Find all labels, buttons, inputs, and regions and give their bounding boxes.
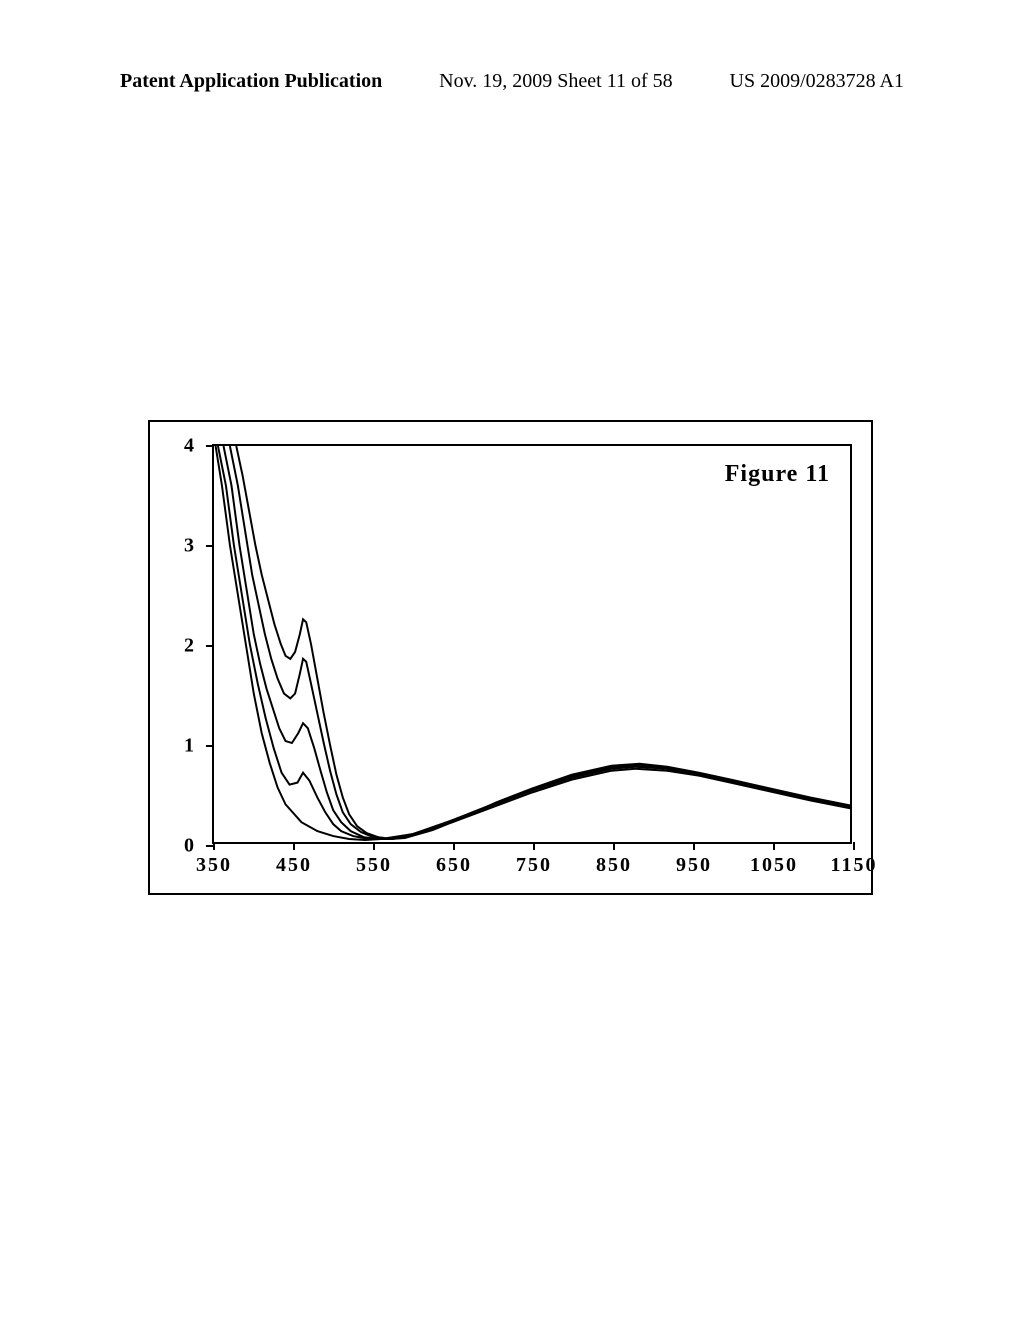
x-tick — [293, 842, 295, 850]
chart-outer-frame: Figure 11 012343504505506507508509501050… — [148, 420, 873, 895]
series-curve5 — [236, 446, 850, 839]
x-tick — [773, 842, 775, 850]
y-tick-label: 3 — [184, 535, 194, 558]
y-tick-label: 2 — [184, 635, 194, 658]
x-tick — [373, 842, 375, 850]
x-tick — [453, 842, 455, 850]
x-tick — [853, 842, 855, 850]
y-tick — [206, 745, 214, 747]
x-tick — [693, 842, 695, 850]
x-tick — [533, 842, 535, 850]
y-tick — [206, 445, 214, 447]
page-header: Patent Application Publication Nov. 19, … — [0, 70, 1024, 93]
header-right: US 2009/0283728 A1 — [730, 70, 904, 93]
y-tick-label: 0 — [184, 835, 194, 858]
x-tick-label: 550 — [356, 854, 392, 877]
x-tick-label: 450 — [276, 854, 312, 877]
x-tick-label: 650 — [436, 854, 472, 877]
header-center: Nov. 19, 2009 Sheet 11 of 58 — [439, 70, 673, 93]
series-curve2 — [218, 446, 850, 839]
x-tick-label: 350 — [196, 854, 232, 877]
x-tick-label: 1150 — [831, 854, 878, 877]
x-tick — [613, 842, 615, 850]
y-tick-label: 4 — [184, 435, 194, 458]
y-tick — [206, 645, 214, 647]
curves-svg — [214, 446, 850, 842]
x-tick-label: 750 — [516, 854, 552, 877]
y-tick — [206, 545, 214, 547]
x-tick-label: 950 — [676, 854, 712, 877]
x-tick-label: 850 — [596, 854, 632, 877]
header-left: Patent Application Publication — [120, 70, 382, 93]
series-curve3 — [224, 446, 850, 839]
y-tick-label: 1 — [184, 735, 194, 758]
x-tick-label: 1050 — [750, 854, 798, 877]
plot-area: Figure 11 012343504505506507508509501050… — [212, 444, 852, 844]
x-tick — [213, 842, 215, 850]
